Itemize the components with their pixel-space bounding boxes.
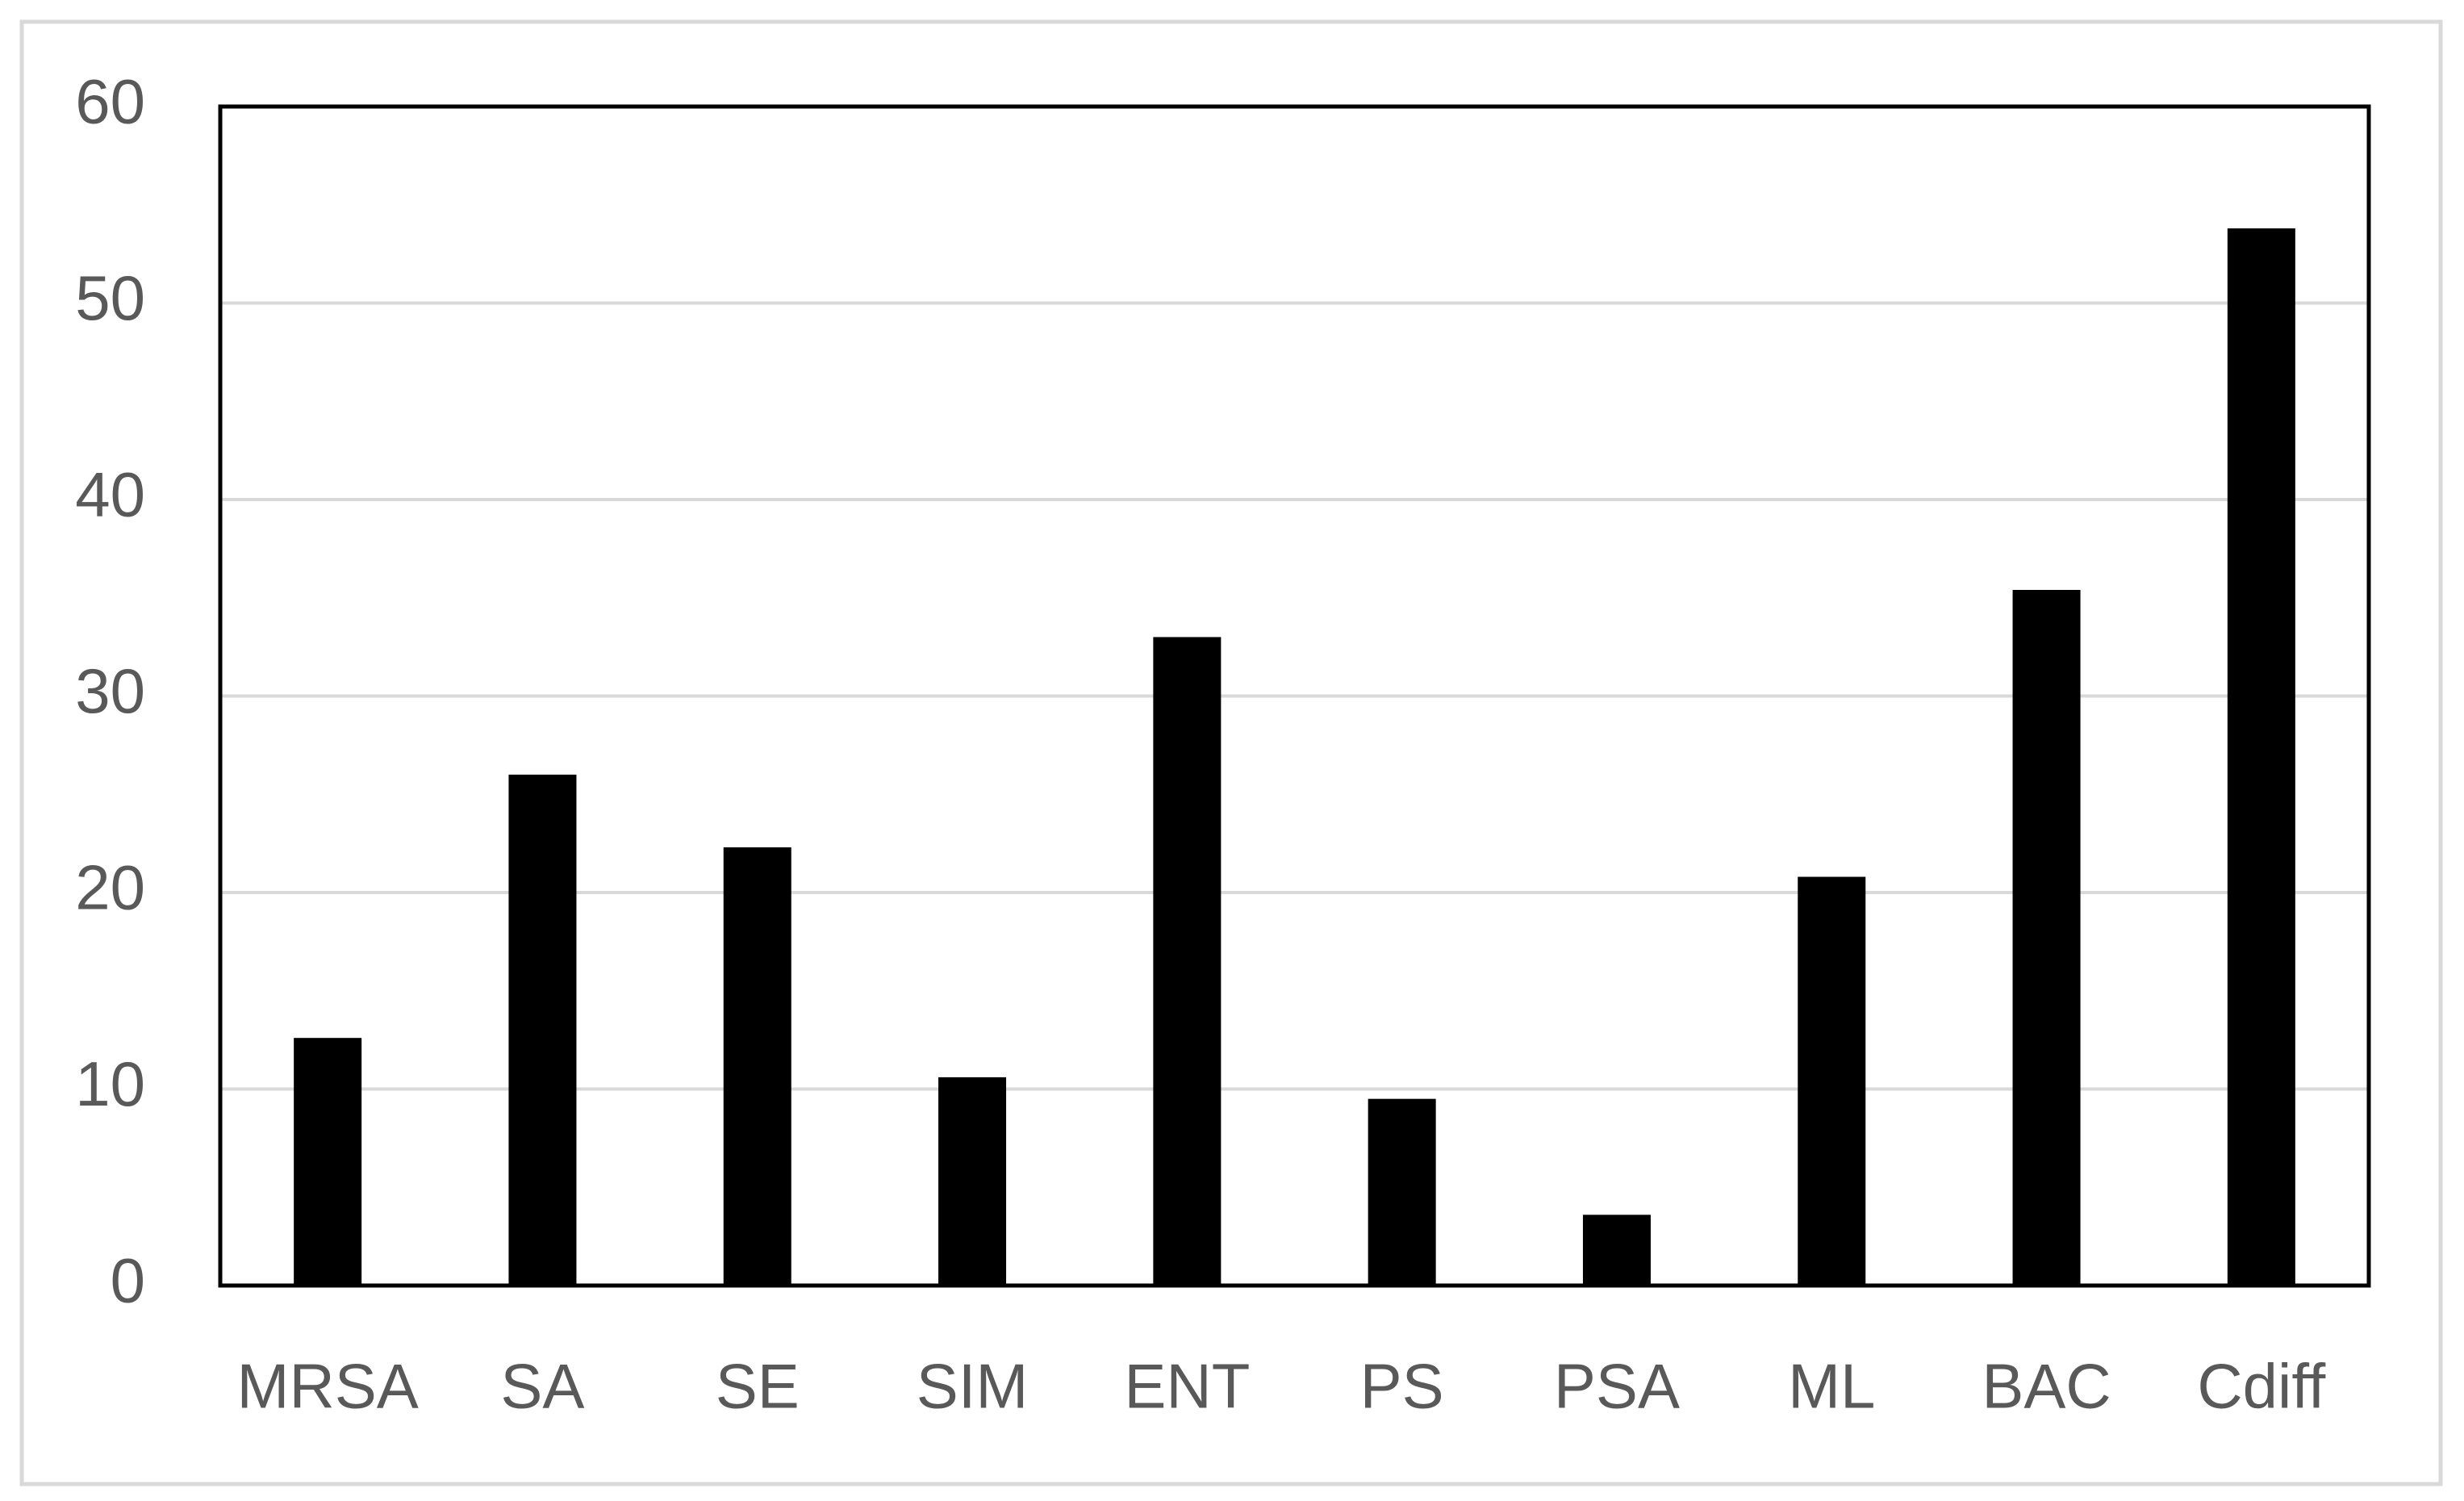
- bar: [508, 774, 577, 1286]
- x-tick-label: MRSA: [236, 1351, 418, 1422]
- bar: [1798, 876, 1866, 1286]
- x-tick-label: ML: [1788, 1351, 1875, 1422]
- bar: [723, 847, 791, 1286]
- chart-border: [19, 19, 2443, 1486]
- x-tick-label: SE: [716, 1351, 800, 1422]
- plot-frame: [218, 104, 2371, 1288]
- x-tick-label: SA: [500, 1351, 584, 1422]
- bar: [2012, 590, 2081, 1286]
- y-tick-label: 50: [75, 262, 145, 333]
- bar: [1368, 1098, 1436, 1286]
- x-tick-label: SIM: [917, 1351, 1029, 1422]
- y-tick-label: 10: [75, 1048, 145, 1119]
- y-tick-label: 20: [75, 852, 145, 923]
- x-tick-label: PS: [1360, 1351, 1444, 1422]
- bar: [1153, 637, 1222, 1286]
- x-tick-label: Cdiff: [2197, 1351, 2325, 1422]
- y-tick-label: 40: [75, 459, 145, 530]
- x-tick-label: PSA: [1554, 1351, 1680, 1422]
- bar: [938, 1077, 1007, 1286]
- y-tick-label: 30: [75, 655, 145, 726]
- plot-area: 0 10 20 30 40 50 60 MRSA SA SE SIM ENT PS PSA ML BAC Cdi…: [75, 66, 2369, 1422]
- bar: [294, 1038, 362, 1286]
- x-tick-label: ENT: [1124, 1351, 1250, 1422]
- y-tick-label: 60: [75, 66, 145, 137]
- y-tick-label: 0: [111, 1245, 145, 1316]
- bar: [2227, 228, 2295, 1286]
- x-tick-label: BAC: [1982, 1351, 2111, 1422]
- bar: [1582, 1215, 1651, 1286]
